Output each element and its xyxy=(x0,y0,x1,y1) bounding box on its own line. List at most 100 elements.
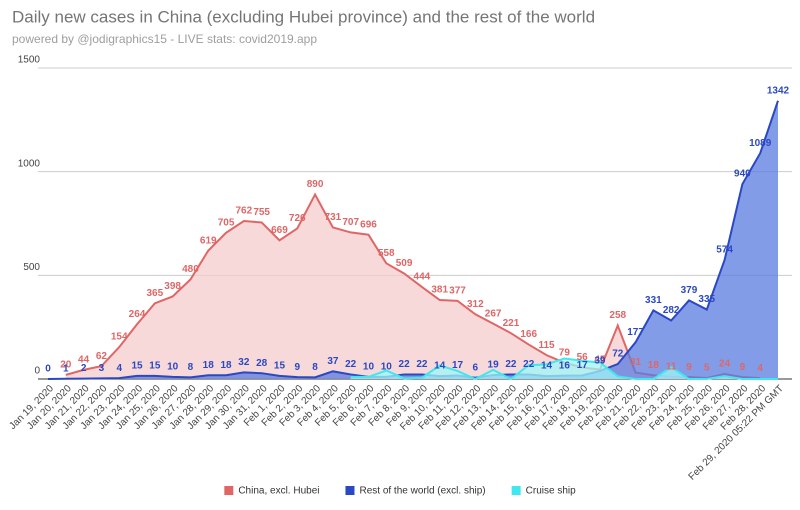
legend-label: China, excl. Hubei xyxy=(238,486,319,497)
data-label: 22 xyxy=(416,359,428,370)
data-label: 22 xyxy=(523,359,535,370)
legend-swatch xyxy=(345,486,355,495)
data-label: 398 xyxy=(164,281,181,292)
data-label: 56 xyxy=(577,352,589,363)
legend-swatch xyxy=(511,486,521,495)
data-label: 18 xyxy=(203,360,215,371)
y-tick-label: 0 xyxy=(34,366,40,377)
data-label: 381 xyxy=(431,285,448,296)
data-label: 1342 xyxy=(767,85,790,96)
data-label: 5 xyxy=(704,363,710,374)
data-label: 31 xyxy=(630,357,642,368)
data-label: 10 xyxy=(167,362,179,373)
data-label: 32 xyxy=(238,357,250,368)
data-label: 444 xyxy=(414,272,431,283)
data-label: 62 xyxy=(96,351,108,362)
data-label: 22 xyxy=(399,359,411,370)
data-label: 39 xyxy=(594,356,606,367)
data-label: 331 xyxy=(645,295,662,306)
data-label: 9 xyxy=(294,362,300,373)
data-label: 10 xyxy=(381,362,393,373)
data-label: 731 xyxy=(325,212,342,223)
data-label: 8 xyxy=(312,362,318,373)
data-label: 8 xyxy=(188,362,194,373)
data-label: 258 xyxy=(609,310,626,321)
data-label: 4 xyxy=(116,363,122,374)
data-label: 15 xyxy=(131,361,143,372)
data-label: 1 xyxy=(63,363,69,374)
data-label: 24 xyxy=(719,359,731,370)
data-label: 755 xyxy=(253,207,270,218)
data-label: 574 xyxy=(716,245,733,256)
data-label: 17 xyxy=(577,360,589,371)
data-label: 264 xyxy=(129,309,146,320)
data-label: 22 xyxy=(345,359,357,370)
legend: China, excl. Hubei Rest of the world (exc… xyxy=(224,486,576,497)
data-label: 221 xyxy=(503,318,520,329)
data-label: 4 xyxy=(757,363,763,374)
data-label: 705 xyxy=(218,217,235,228)
legend-label: Cruise ship xyxy=(526,486,576,497)
data-label: 177 xyxy=(627,327,644,338)
data-label: 37 xyxy=(327,356,339,367)
data-label: 20 xyxy=(60,359,72,370)
data-label: 14 xyxy=(434,361,446,372)
legend-label: Rest of the world (excl. ship) xyxy=(359,486,485,497)
data-label: 480 xyxy=(182,264,199,275)
data-label: 28 xyxy=(256,358,268,369)
series-area xyxy=(48,100,778,379)
data-label: 154 xyxy=(111,332,128,343)
data-label: 6 xyxy=(473,362,479,373)
data-label: 22 xyxy=(505,359,517,370)
data-label: 9 xyxy=(686,362,692,373)
y-tick-label: 1500 xyxy=(18,55,41,66)
data-label: 9 xyxy=(740,362,746,373)
data-label: 940 xyxy=(734,169,751,180)
data-label: 11 xyxy=(666,361,677,372)
data-label: 558 xyxy=(378,248,395,259)
data-label: 115 xyxy=(538,340,555,351)
series-line xyxy=(47,100,779,380)
series-area xyxy=(350,358,778,379)
data-label: 15 xyxy=(149,361,161,372)
y-tick-label: 500 xyxy=(23,262,40,273)
data-label: 19 xyxy=(488,360,500,371)
series-line xyxy=(350,357,778,381)
data-label: 166 xyxy=(520,329,537,340)
data-label: 17 xyxy=(452,360,464,371)
data-label: 726 xyxy=(289,213,306,224)
chart-subtitle: powered by @jodigraphics15 - LIVE stats:… xyxy=(12,32,317,46)
data-label: 890 xyxy=(307,179,324,190)
data-label: 3 xyxy=(99,363,105,374)
y-tick-label: 1000 xyxy=(18,158,41,169)
data-label: 15 xyxy=(274,361,286,372)
data-label: 18 xyxy=(648,360,660,371)
data-label: 10 xyxy=(363,362,375,373)
data-label: 2 xyxy=(81,363,87,374)
data-label: 365 xyxy=(146,288,163,299)
legend-swatch xyxy=(224,486,234,495)
series-area xyxy=(65,194,761,379)
data-label: 312 xyxy=(467,299,484,310)
data-label: 669 xyxy=(271,225,288,236)
data-label: 0 xyxy=(45,364,51,375)
data-label: 707 xyxy=(342,217,359,228)
data-label: 282 xyxy=(663,305,680,316)
data-label: 79 xyxy=(559,347,571,358)
data-label: 377 xyxy=(449,285,466,296)
data-label: 335 xyxy=(698,294,715,305)
data-label: 762 xyxy=(236,206,253,217)
data-label: 14 xyxy=(541,361,553,372)
data-label: 16 xyxy=(559,360,571,371)
data-label: 619 xyxy=(200,235,217,246)
data-label: 379 xyxy=(681,285,698,296)
chart-title: Daily new cases in China (excluding Hube… xyxy=(12,7,595,26)
data-label: 44 xyxy=(78,355,90,366)
data-label: 72 xyxy=(612,349,624,360)
data-label: 18 xyxy=(220,360,232,371)
data-label: 509 xyxy=(396,258,413,269)
data-label: 267 xyxy=(485,308,502,319)
data-label: 696 xyxy=(360,219,377,230)
data-label: 1089 xyxy=(749,138,772,149)
